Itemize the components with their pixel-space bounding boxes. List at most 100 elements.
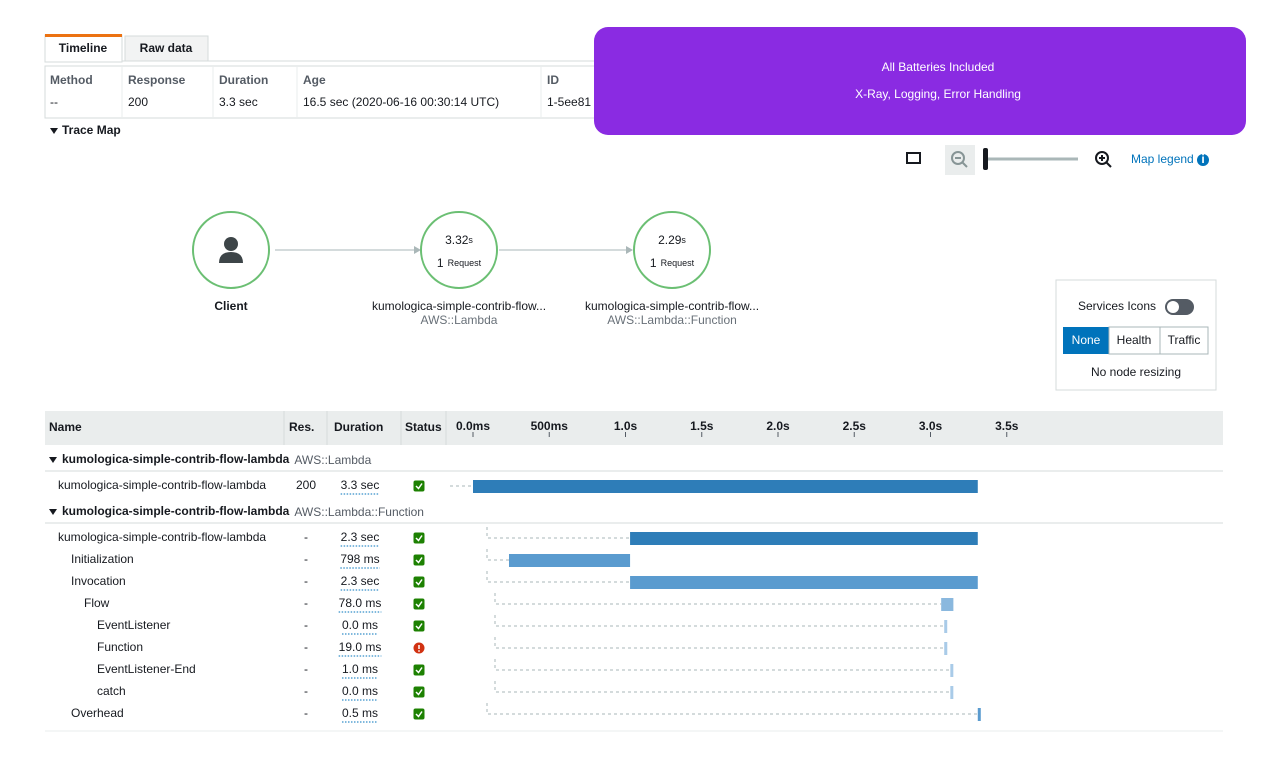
segment-name[interactable]: kumologica-simple-contrib-flow-lambda xyxy=(58,478,266,492)
status-glyph xyxy=(415,535,423,542)
duration[interactable]: 19.0 ms xyxy=(339,640,382,654)
column-header: Duration xyxy=(334,420,383,434)
timeline-bar[interactable] xyxy=(941,598,954,611)
group-type: AWS::Lambda::Function xyxy=(294,505,424,519)
zoom-in-icon[interactable] xyxy=(1095,151,1109,165)
status-glyph xyxy=(415,557,423,564)
button-label[interactable]: Traffic xyxy=(1168,333,1201,347)
time-tick-label: 500ms xyxy=(531,419,569,433)
timeline-bar[interactable] xyxy=(630,576,978,589)
fit-icon[interactable] xyxy=(906,152,921,164)
timeline-bar[interactable] xyxy=(508,554,631,567)
duration[interactable]: 798 ms xyxy=(340,552,379,566)
segment-name[interactable]: Flow xyxy=(84,596,110,610)
banner-subtitle: X-Ray, Logging, Error Handling xyxy=(855,87,1021,101)
client-icon xyxy=(219,252,243,263)
request-label: Request xyxy=(661,258,695,268)
timeline-bar[interactable] xyxy=(977,708,981,721)
client-icon xyxy=(224,237,238,251)
duration[interactable]: 0.5 ms xyxy=(342,706,378,720)
tab[interactable] xyxy=(124,35,209,62)
node-label: Client xyxy=(214,299,247,313)
segment-button[interactable] xyxy=(1159,326,1209,355)
button-label[interactable]: Health xyxy=(1117,333,1152,347)
status-glyph xyxy=(415,579,423,586)
status-ok xyxy=(413,620,425,632)
timeline-bar[interactable] xyxy=(944,642,948,655)
segment-name[interactable]: Overhead xyxy=(71,706,124,720)
timeline: Name Res. Duration Status 0.0ms 500ms 1.0s 1.5s… xyxy=(45,411,1223,723)
status-ok xyxy=(413,708,425,720)
response-code: - xyxy=(304,574,308,588)
column-header: Res. xyxy=(289,420,314,434)
timeline-bar[interactable] xyxy=(473,480,978,493)
button-label[interactable]: None xyxy=(1072,333,1101,347)
duration[interactable]: 0.0 ms xyxy=(342,618,378,632)
connector xyxy=(494,659,951,671)
segment-button-selected[interactable] xyxy=(1063,327,1109,354)
duration[interactable]: 2.3 sec xyxy=(341,530,380,544)
node-latency: 3.32s xyxy=(445,233,473,247)
latency-unit: s xyxy=(681,235,686,245)
zoom-handle[interactable] xyxy=(983,148,988,170)
collapse-caret[interactable] xyxy=(50,128,58,134)
duration[interactable]: 2.3 sec xyxy=(341,574,380,588)
tab-label[interactable]: Raw data xyxy=(140,41,193,55)
timeline-bar[interactable] xyxy=(950,686,954,699)
request-label: Request xyxy=(448,258,482,268)
timeline-bar[interactable] xyxy=(630,532,978,545)
summary-table xyxy=(44,65,606,119)
summary-value: 16.5 sec (2020-06-16 00:30:14 UTC) xyxy=(303,95,499,109)
segment-name[interactable]: catch xyxy=(97,684,126,698)
duration[interactable]: 1.0 ms xyxy=(342,662,378,676)
summary-header: Response xyxy=(128,73,186,87)
node-label: kumologica-simple-contrib-flow... xyxy=(372,299,546,313)
section-title[interactable]: Trace Map xyxy=(62,123,121,137)
timeline-bar[interactable] xyxy=(950,664,954,677)
segment-name[interactable]: EventListener xyxy=(97,618,170,632)
service-node[interactable] xyxy=(420,211,498,289)
segment-name[interactable]: Function xyxy=(97,640,143,654)
toggle-knob xyxy=(1167,301,1179,313)
response-code: - xyxy=(304,618,308,632)
time-tick-label: 1.0s xyxy=(614,419,638,433)
banner-title: All Batteries Included xyxy=(882,60,995,74)
segment-name[interactable]: EventListener-End xyxy=(97,662,196,676)
tab-indicator xyxy=(45,34,122,37)
tab-active[interactable] xyxy=(44,34,123,63)
request-count: 1 xyxy=(437,256,444,270)
info-icon[interactable] xyxy=(1197,154,1209,166)
segment-name[interactable]: kumologica-simple-contrib-flow-lambda xyxy=(58,530,266,544)
summary-value: -- xyxy=(50,95,58,109)
segment-name[interactable]: Invocation xyxy=(71,574,126,588)
duration[interactable]: 0.0 ms xyxy=(342,684,378,698)
node-sublabel: AWS::Lambda xyxy=(421,313,498,327)
duration[interactable]: 78.0 ms xyxy=(339,596,382,610)
time-tick-label: 2.0s xyxy=(766,419,790,433)
segment-name[interactable]: Initialization xyxy=(71,552,134,566)
status-ok xyxy=(413,664,425,676)
response-code: 200 xyxy=(296,478,316,492)
group-caret[interactable] xyxy=(49,457,57,463)
latency-value: 2.29 xyxy=(658,233,682,247)
summary: Method -- Response 200 Duration 3.3 sec Age 16.… xyxy=(50,67,591,117)
status-ok xyxy=(413,598,425,610)
zoom-out-button[interactable] xyxy=(945,145,975,175)
response-code: - xyxy=(304,530,308,544)
status-ok xyxy=(413,686,425,698)
table-header xyxy=(45,411,1223,445)
service-node[interactable] xyxy=(633,211,711,289)
timeline-bar[interactable] xyxy=(944,620,948,633)
response-code: - xyxy=(304,596,308,610)
map-legend-link[interactable]: Map legend xyxy=(1131,152,1194,166)
column-header: Status xyxy=(405,420,442,434)
map-controls: Map legend i xyxy=(906,145,1209,175)
tab-label[interactable]: Timeline xyxy=(59,41,108,55)
group-caret[interactable] xyxy=(49,509,57,515)
duration[interactable]: 3.3 sec xyxy=(341,478,380,492)
time-tick-label: 0.0ms xyxy=(456,419,490,433)
status-glyph xyxy=(415,601,423,608)
node-requests: 1 Request xyxy=(650,256,695,270)
status-glyph xyxy=(415,711,423,718)
